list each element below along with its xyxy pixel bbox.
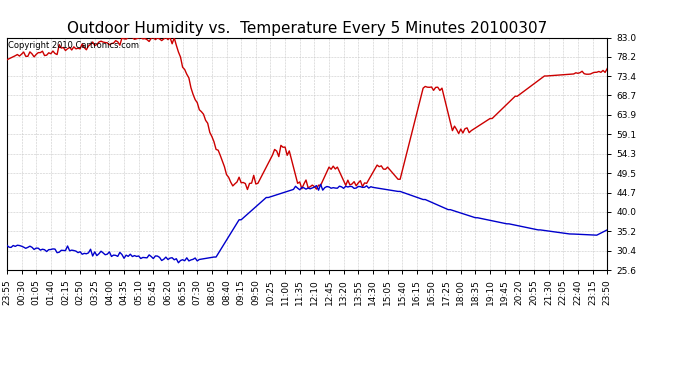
Title: Outdoor Humidity vs.  Temperature Every 5 Minutes 20100307: Outdoor Humidity vs. Temperature Every 5… xyxy=(67,21,547,36)
Text: Copyright 2010 Cartronics.com: Copyright 2010 Cartronics.com xyxy=(8,41,139,50)
